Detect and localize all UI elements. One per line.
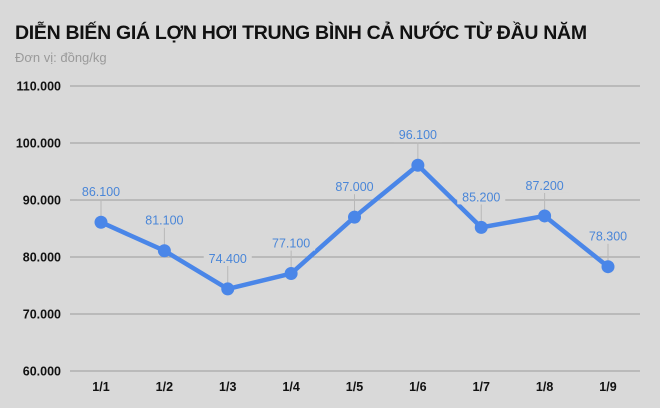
gridlines xyxy=(70,85,640,372)
data-point xyxy=(157,244,171,258)
label-leader-lines xyxy=(100,142,609,285)
x-tick-label: 1/9 xyxy=(599,380,616,394)
y-tick-label: 100.000 xyxy=(16,137,61,151)
label-background xyxy=(267,236,316,251)
y-axis-ticks: 110.000 100.000 90.000 80.000 70.000 60.000 xyxy=(16,80,61,379)
label-background xyxy=(203,251,252,266)
chart-subtitle: Đơn vị: đồng/kg xyxy=(15,50,107,65)
x-tick-label: 1/1 xyxy=(92,380,109,394)
data-point xyxy=(601,260,615,274)
x-tick-label: 1/2 xyxy=(156,380,173,394)
label-background xyxy=(520,178,569,193)
y-tick-label: 110.000 xyxy=(17,80,62,94)
data-label: 85.200 xyxy=(462,190,500,204)
x-axis-ticks: 1/1 1/2 1/3 1/4 1/5 1/6 1/7 1/8 1/9 xyxy=(92,380,616,394)
data-label: 78.300 xyxy=(589,230,627,244)
x-tick-label: 1/5 xyxy=(346,380,363,394)
data-point xyxy=(94,215,108,229)
data-point xyxy=(411,158,425,172)
data-label: 87.200 xyxy=(526,179,564,193)
data-point xyxy=(284,267,298,281)
x-tick-label: 1/7 xyxy=(473,380,490,394)
data-label: 96.100 xyxy=(399,128,437,142)
data-label: 74.400 xyxy=(209,252,247,266)
chart-title: DIỄN BIẾN GIÁ LỢN HƠI TRUNG BÌNH CẢ NƯỚC… xyxy=(15,22,587,44)
x-tick-label: 1/8 xyxy=(536,380,553,394)
y-tick-label: 80.000 xyxy=(23,251,61,265)
data-labels: 86.100 81.100 74.400 77.100 87.000 96.100 85.2… xyxy=(77,128,632,266)
x-tick-label: 1/4 xyxy=(282,380,299,394)
data-point xyxy=(221,282,235,296)
data-label: 86.100 xyxy=(82,185,120,199)
label-background xyxy=(584,229,632,244)
data-point xyxy=(474,220,488,234)
x-tick-label: 1/3 xyxy=(219,380,236,394)
label-background xyxy=(330,180,379,195)
label-background xyxy=(457,190,506,205)
label-background xyxy=(77,185,125,200)
data-point xyxy=(538,209,552,223)
data-points xyxy=(94,158,615,296)
data-label: 77.100 xyxy=(272,237,310,251)
y-tick-label: 90.000 xyxy=(23,194,61,208)
data-label: 81.100 xyxy=(145,214,183,228)
x-tick-label: 1/6 xyxy=(409,380,426,394)
data-point xyxy=(348,210,361,224)
data-label: 87.000 xyxy=(335,180,373,194)
label-background xyxy=(393,128,442,143)
label-background xyxy=(140,213,189,228)
y-tick-label: 70.000 xyxy=(23,308,61,322)
y-tick-label: 60.000 xyxy=(23,365,61,379)
